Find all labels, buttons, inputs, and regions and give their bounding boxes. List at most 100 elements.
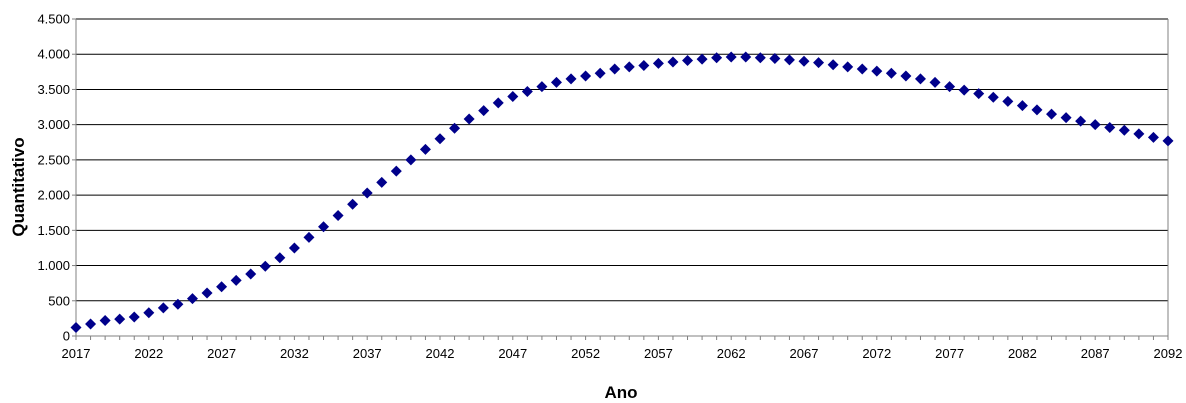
x-tick-label-7: 2052 (571, 346, 600, 361)
x-tick-label-12: 2077 (935, 346, 964, 361)
data-point-2051 (566, 73, 577, 84)
data-point-2068 (813, 57, 824, 68)
y-tick-label-0: 0 (63, 329, 70, 344)
data-point-2073 (886, 68, 897, 79)
data-point-2027 (216, 281, 227, 292)
data-point-2018 (85, 319, 96, 330)
data-point-2035 (333, 210, 344, 221)
data-point-2081 (1002, 96, 1013, 107)
data-point-2070 (842, 61, 853, 72)
data-point-2060 (697, 54, 708, 65)
data-point-2049 (536, 81, 547, 92)
data-point-2066 (784, 54, 795, 65)
data-point-2047 (507, 91, 518, 102)
data-point-2045 (478, 105, 489, 116)
data-point-2030 (260, 261, 271, 272)
data-point-2038 (376, 177, 387, 188)
x-tick-label-15: 2092 (1154, 346, 1183, 361)
data-point-2033 (303, 232, 314, 243)
data-point-2032 (289, 242, 300, 253)
data-point-2037 (362, 187, 373, 198)
data-point-2023 (158, 302, 169, 313)
data-point-2046 (493, 97, 504, 108)
data-point-2090 (1133, 128, 1144, 139)
data-point-2092 (1163, 135, 1174, 146)
y-tick-label-5: 2.500 (37, 152, 70, 167)
data-point-2071 (857, 64, 868, 75)
data-point-2058 (667, 56, 678, 67)
x-tick-label-14: 2087 (1081, 346, 1110, 361)
data-points (71, 52, 1174, 334)
data-point-2087 (1090, 119, 1101, 130)
data-point-2077 (944, 81, 955, 92)
data-point-2085 (1061, 112, 1072, 123)
data-point-2020 (114, 314, 125, 325)
data-point-2031 (274, 252, 285, 263)
data-point-2056 (638, 60, 649, 71)
data-point-2078 (959, 85, 970, 96)
data-point-2028 (231, 275, 242, 286)
x-tick-label-4: 2037 (353, 346, 382, 361)
data-point-2036 (347, 199, 358, 210)
data-point-2048 (522, 86, 533, 97)
data-point-2039 (391, 166, 402, 177)
data-point-2075 (915, 73, 926, 84)
y-tick-label-9: 4.500 (37, 12, 70, 27)
data-point-2021 (129, 311, 140, 322)
x-tick-label-11: 2072 (862, 346, 891, 361)
data-point-2063 (740, 52, 751, 63)
data-point-2026 (202, 288, 213, 299)
data-point-2076 (930, 77, 941, 88)
data-point-2022 (143, 307, 154, 318)
data-point-2074 (900, 71, 911, 82)
x-tick-label-2: 2027 (207, 346, 236, 361)
data-point-2053 (595, 68, 606, 79)
data-point-2083 (1031, 104, 1042, 115)
x-tick-label-1: 2022 (134, 346, 163, 361)
y-tick-label-4: 2.000 (37, 188, 70, 203)
y-tick-label-2: 1.000 (37, 258, 70, 273)
data-point-2044 (464, 114, 475, 125)
y-tick-label-8: 4.000 (37, 47, 70, 62)
x-tick-label-10: 2067 (790, 346, 819, 361)
y-tick-label-7: 3.500 (37, 82, 70, 97)
data-point-2059 (682, 55, 693, 66)
data-point-2088 (1104, 122, 1115, 133)
gridlines (76, 19, 1168, 301)
tick-labels: 0 500 1.000 1.500 2.000 2.500 3.000 3.500 4.000 4… (37, 12, 1182, 362)
x-tick-label-9: 2062 (717, 346, 746, 361)
data-point-2080 (988, 92, 999, 103)
y-axis-title: Quantitativo (9, 137, 28, 236)
data-point-2091 (1148, 132, 1159, 143)
data-point-2067 (799, 56, 810, 67)
data-point-2017 (71, 322, 82, 333)
y-tick-label-1: 500 (48, 293, 70, 308)
x-tick-label-5: 2042 (426, 346, 455, 361)
data-point-2072 (871, 66, 882, 77)
y-tick-label-3: 1.500 (37, 223, 70, 238)
data-point-2042 (435, 133, 446, 144)
data-point-2040 (405, 154, 416, 165)
axes (72, 19, 1168, 340)
data-point-2054 (609, 64, 620, 75)
data-point-2025 (187, 293, 198, 304)
data-point-2055 (624, 61, 635, 72)
data-point-2019 (100, 315, 111, 326)
y-tick-label-6: 3.000 (37, 117, 70, 132)
x-tick-label-8: 2057 (644, 346, 673, 361)
data-point-2089 (1119, 125, 1130, 136)
data-point-2069 (828, 59, 839, 70)
data-point-2050 (551, 77, 562, 88)
data-point-2057 (653, 58, 664, 69)
x-tick-label-13: 2082 (1008, 346, 1037, 361)
x-axis-title: Ano (604, 383, 637, 402)
x-tick-label-0: 2017 (62, 346, 91, 361)
data-point-2029 (245, 269, 256, 280)
data-point-2041 (420, 144, 431, 155)
data-point-2062 (726, 52, 737, 63)
x-tick-label-3: 2032 (280, 346, 309, 361)
data-point-2052 (580, 71, 591, 82)
data-point-2084 (1046, 109, 1057, 120)
data-point-2082 (1017, 100, 1028, 111)
